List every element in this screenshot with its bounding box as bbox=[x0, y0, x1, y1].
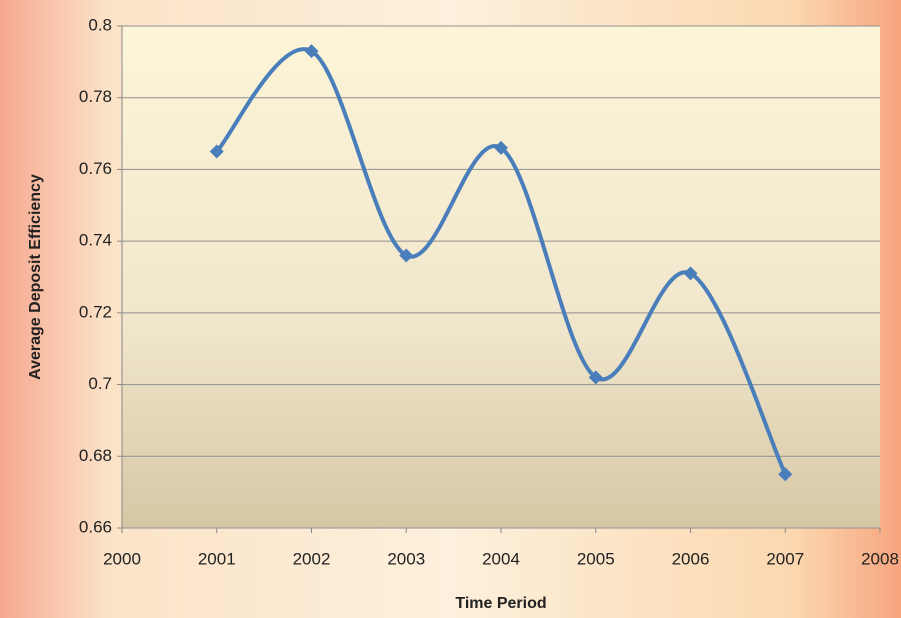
y-tick-label: 0.74 bbox=[79, 231, 112, 250]
y-tick-label: 0.72 bbox=[79, 302, 112, 321]
marker bbox=[494, 140, 508, 155]
y-tick-label: 0.7 bbox=[88, 374, 112, 393]
y-tick-label: 0.66 bbox=[79, 517, 112, 536]
marker bbox=[209, 144, 224, 159]
x-tick-label: 2003 bbox=[387, 549, 425, 568]
x-tick-label: 2006 bbox=[672, 549, 710, 568]
x-tick-label: 2002 bbox=[293, 549, 331, 568]
y-tick-label: 0.8 bbox=[88, 15, 112, 34]
x-axis-title: Time Period bbox=[455, 595, 546, 612]
x-tick-label: 2004 bbox=[482, 549, 520, 568]
x-tick-label: 2008 bbox=[861, 549, 899, 568]
y-tick-label: 0.68 bbox=[79, 446, 112, 465]
y-tick-label: 0.76 bbox=[79, 159, 112, 178]
y-axis-title: Average Deposit Efficiency bbox=[27, 174, 44, 380]
marker bbox=[778, 467, 793, 482]
x-tick-label: 2007 bbox=[766, 549, 804, 568]
x-tick-label: 2001 bbox=[198, 549, 236, 568]
y-tick-label: 0.78 bbox=[79, 87, 112, 106]
x-tick-label: 2000 bbox=[103, 549, 141, 568]
plot-area bbox=[122, 26, 880, 528]
marker bbox=[588, 370, 603, 385]
marker bbox=[399, 248, 414, 263]
marker bbox=[304, 44, 319, 59]
marker bbox=[683, 266, 698, 281]
x-tick-label: 2005 bbox=[577, 549, 615, 568]
